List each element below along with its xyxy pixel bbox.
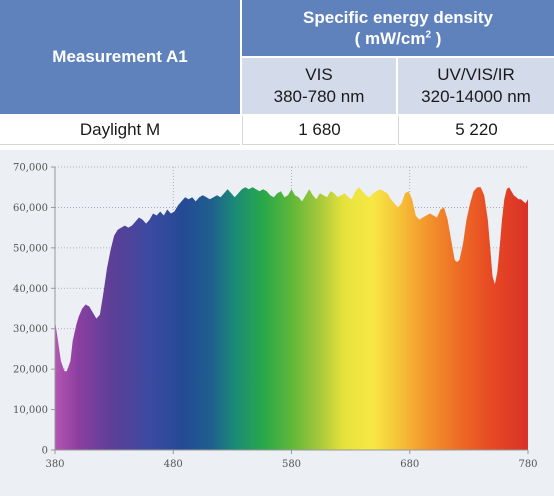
vis-column-header: VIS 380-780 nm [242,58,396,114]
y-tick-label: 30,000 [13,324,48,335]
spectrum-chart: 0 10,000 20,000 30,000 40,000 50,000 60,000 70,… [0,150,554,496]
vis-range: 380-780 nm [273,87,365,106]
x-tick-label: 380 [45,459,64,470]
uv-column-header: UV/VIS/IR 320-14000 nm [398,58,554,114]
density-header: Specific energy density ( mW/cm2 ) [242,0,554,56]
y-tick-label: 60,000 [13,203,48,214]
density-unit-superscript: 2 [425,29,431,41]
uv-label: UV/VIS/IR [437,65,515,84]
y-tick-label: 10,000 [13,405,48,416]
spectrum-plot: 0 10,000 20,000 30,000 40,000 50,000 60,000 70,… [13,163,538,471]
uv-range: 320-14000 nm [421,87,531,106]
tick-labels: 0 10,000 20,000 30,000 40,000 50,000 60,000 70,… [13,163,538,471]
x-tick-label: 580 [282,459,301,470]
density-header-unit: ( mW/cm2 ) [355,28,442,49]
row-uv-value: 5 220 [398,116,554,145]
density-unit-text: ( mW/cm [354,29,426,48]
y-tick-label: 40,000 [13,284,48,295]
row-vis-value: 1 680 [242,116,396,145]
measurement-header: Measurement A1 [0,0,240,114]
y-tick-label: 0 [42,446,48,457]
y-tick-label: 20,000 [13,365,48,376]
x-tick-label: 480 [164,459,183,470]
energy-density-table: Measurement A1 Specific energy density (… [0,0,554,145]
y-tick-label: 50,000 [13,243,48,254]
row-label-daylight: Daylight M [0,116,240,145]
density-header-title: Specific energy density [303,8,493,27]
density-unit-close: ) [431,29,442,48]
y-tick-label: 70,000 [13,163,48,174]
spectrum-area-series [55,187,528,450]
vis-label: VIS [305,65,333,84]
x-tick-label: 780 [518,459,537,470]
x-tick-label: 680 [400,459,419,470]
axes [51,166,529,454]
